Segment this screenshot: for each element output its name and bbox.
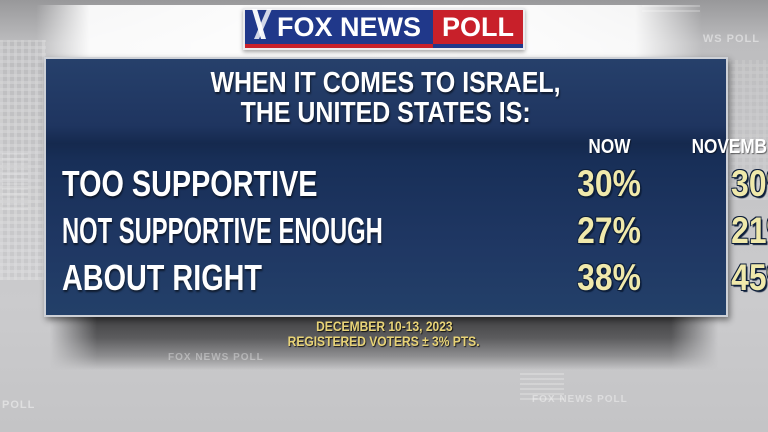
table-row-label: ABOUT RIGHT xyxy=(62,256,262,298)
poll-logo-box: POLL xyxy=(433,10,524,48)
poll-logo-text: POLL xyxy=(442,11,515,42)
poll-question-title: WHEN IT COMES TO ISRAEL, THE UNITED STAT… xyxy=(46,68,726,128)
bottom-shadow-band xyxy=(50,316,718,370)
watermark-text: WS POLL xyxy=(702,33,760,45)
noise-lines xyxy=(642,2,700,12)
table-row-label: NOT SUPPORTIVE ENOUGH xyxy=(62,209,383,251)
table-row-value-now: 27% xyxy=(577,209,641,251)
table-row-label: TOO SUPPORTIVE xyxy=(62,162,318,204)
watermark-text: FOX NEWS POLL xyxy=(168,352,264,363)
column-header-now: NOW xyxy=(588,135,631,158)
watermark-text: POLL xyxy=(2,399,36,411)
column-header-november-2023: NOVEMBER 2023 xyxy=(691,135,768,158)
searchlight-icon xyxy=(251,8,275,46)
noise-lines xyxy=(520,370,564,400)
watermark-text: FOX NEWS POLL xyxy=(532,394,628,405)
fox-news-poll-logo: FOX NEWS POLL xyxy=(242,8,526,50)
fox-news-logo-text: FOX NEWS xyxy=(276,11,422,42)
poll-results-table: NOW NOVEMBER 2023 TOO SUPPORTIVE 30% 30%… xyxy=(46,134,768,301)
footnote-sample: REGISTERED VOTERS ± 3% PTS. xyxy=(288,333,480,349)
map-texture-left xyxy=(0,40,46,280)
table-row-value-now: 38% xyxy=(577,256,641,298)
table-row-value-now: 30% xyxy=(577,162,641,204)
table-row-value-november: 30% xyxy=(731,162,768,204)
map-texture-right xyxy=(728,60,768,200)
fox-news-logo-box: FOX NEWS xyxy=(244,8,434,48)
noise-lines xyxy=(2,150,28,210)
footnote-date: DECEMBER 10-13, 2023 xyxy=(315,318,453,334)
table-row-value-november: 21% xyxy=(731,209,768,251)
poll-results-panel: WHEN IT COMES TO ISRAEL, THE UNITED STAT… xyxy=(44,57,768,317)
title-line-2: THE UNITED STATES IS: xyxy=(240,97,532,129)
table-row-value-november: 45% xyxy=(731,256,768,298)
column-header-spacer xyxy=(62,134,548,160)
poll-methodology-footnote: DECEMBER 10-13, 2023 REGISTERED VOTERS ±… xyxy=(0,319,768,349)
title-line-1: WHEN IT COMES TO ISRAEL, xyxy=(210,67,562,99)
